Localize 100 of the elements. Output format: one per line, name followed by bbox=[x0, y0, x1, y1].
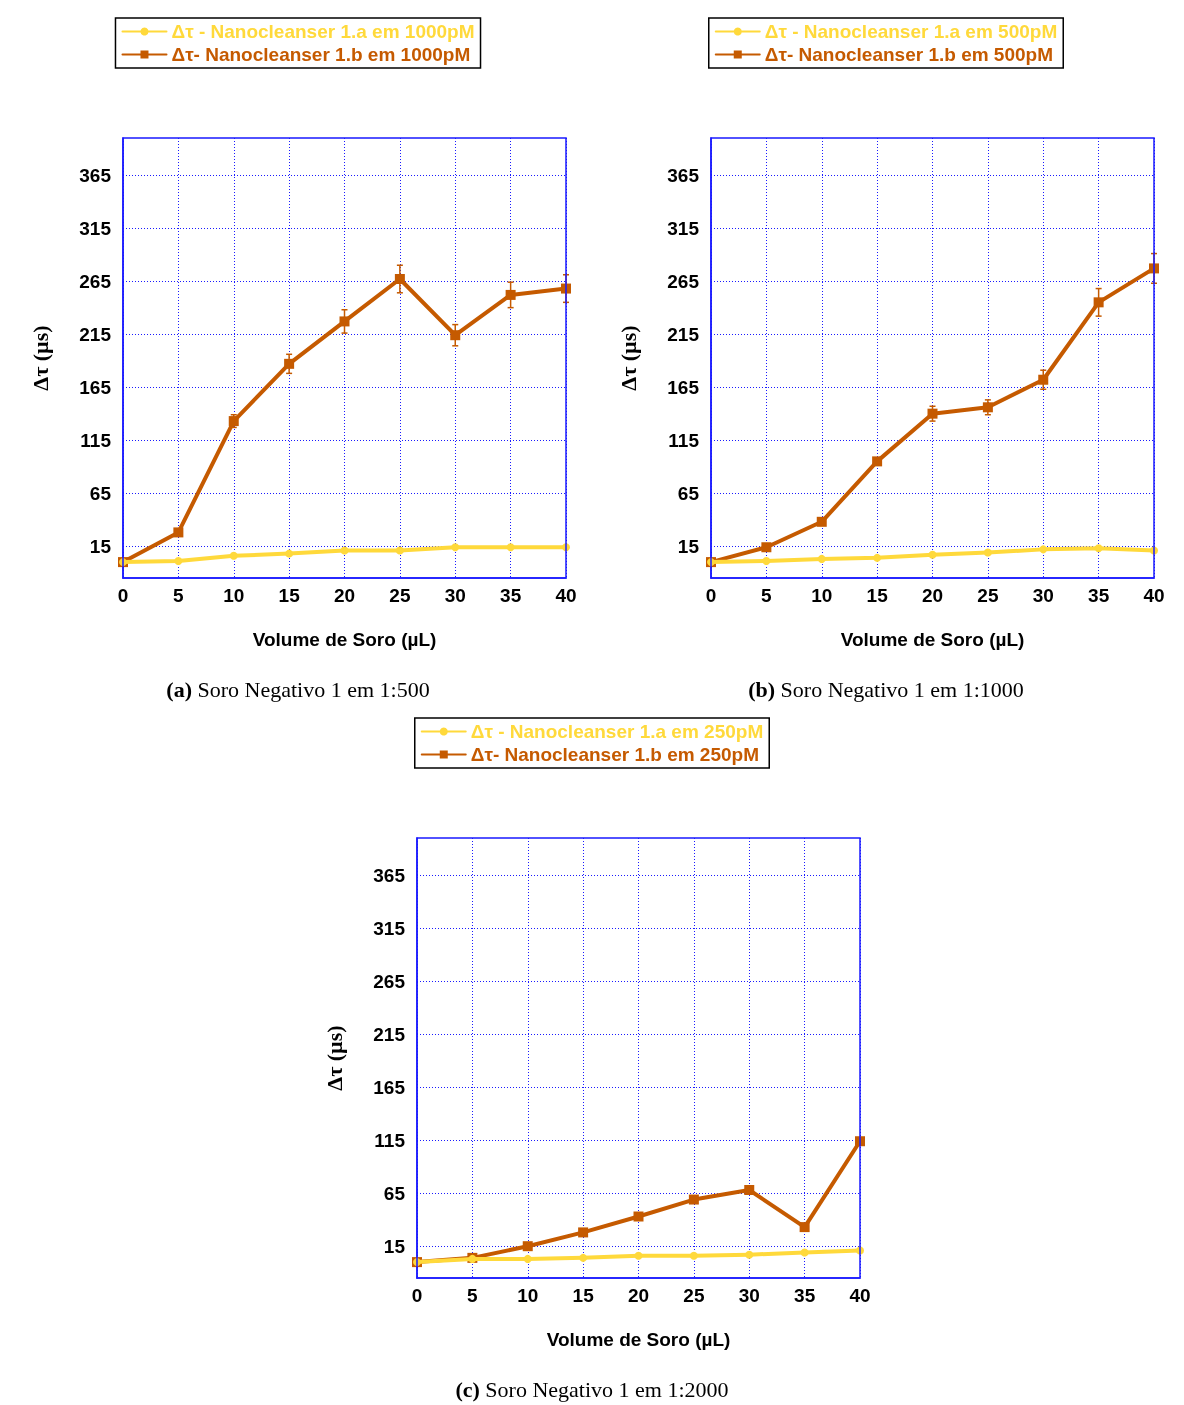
point bbox=[799, 1222, 810, 1233]
y-tick-label: 165 bbox=[79, 376, 112, 398]
y-tick-label: 115 bbox=[80, 429, 112, 451]
x-tick-label: 0 bbox=[117, 585, 129, 606]
legend-label: Δτ- Nanocleanser 1.b em 250pM bbox=[470, 744, 760, 765]
point bbox=[1038, 374, 1049, 385]
x-axis-title: Volume de Soro (µL) bbox=[546, 1329, 731, 1350]
y-tick-label: 165 bbox=[373, 1076, 406, 1098]
point bbox=[873, 553, 882, 562]
text: (c) Soro Negativo 1 em 1:2000 bbox=[455, 1376, 729, 1402]
point bbox=[505, 289, 516, 300]
x-tick-label: 20 bbox=[333, 585, 356, 606]
x-tick-label: 10 bbox=[223, 585, 245, 606]
point bbox=[340, 546, 349, 555]
x-tick-label: 25 bbox=[389, 585, 411, 606]
point bbox=[800, 1248, 809, 1257]
x-tick-label: 5 bbox=[761, 585, 773, 606]
point bbox=[523, 1254, 532, 1263]
text: (b) Soro Negativo 1 em 1:1000 bbox=[748, 676, 1024, 702]
point bbox=[451, 543, 460, 552]
y-tick-label: 165 bbox=[667, 376, 700, 398]
y-tick-label: 315 bbox=[79, 217, 112, 239]
y-tick-label: 365 bbox=[373, 864, 406, 886]
y-tick-label: 365 bbox=[79, 164, 112, 186]
x-axis-title: Volume de Soro (µL) bbox=[252, 629, 437, 650]
point bbox=[744, 1185, 755, 1195]
point bbox=[634, 1251, 643, 1260]
point bbox=[633, 1211, 644, 1222]
point bbox=[173, 527, 184, 538]
x-tick-label: 15 bbox=[278, 585, 301, 606]
point bbox=[983, 548, 992, 557]
point bbox=[229, 551, 238, 560]
point bbox=[1039, 545, 1048, 554]
x-tick-label: 25 bbox=[977, 585, 999, 606]
y-tick-label: 115 bbox=[668, 429, 700, 451]
point bbox=[745, 1250, 754, 1259]
y-tick-label: 365 bbox=[667, 164, 700, 186]
x-tick-label: 30 bbox=[444, 585, 466, 606]
x-tick-label: 40 bbox=[849, 1285, 871, 1306]
y-tick-label: 115 bbox=[374, 1129, 406, 1151]
point bbox=[928, 550, 937, 559]
y-tick-label: 265 bbox=[667, 270, 700, 292]
x-tick-label: 10 bbox=[517, 1285, 539, 1306]
legend-label: Δτ - Nanocleanser 1.a em 250pM bbox=[470, 721, 764, 742]
point bbox=[395, 546, 404, 555]
y-tick-label: 65 bbox=[677, 482, 700, 504]
point bbox=[578, 1227, 589, 1238]
point bbox=[1094, 544, 1103, 553]
y-tick-label: 215 bbox=[667, 323, 700, 345]
x-tick-label: 20 bbox=[627, 1285, 650, 1306]
x-tick-label: 30 bbox=[738, 1285, 760, 1306]
point bbox=[522, 1241, 533, 1252]
x-tick-label: 15 bbox=[572, 1285, 595, 1306]
y-axis-title: Δτ (µs) bbox=[27, 325, 53, 391]
x-tick-label: 30 bbox=[1032, 585, 1054, 606]
x-tick-label: 0 bbox=[411, 1285, 423, 1306]
x-tick-label: 35 bbox=[1088, 585, 1110, 606]
legend-label: Δτ- Nanocleanser 1.b em 500pM bbox=[764, 44, 1054, 65]
x-tick-label: 10 bbox=[811, 585, 833, 606]
point bbox=[1093, 297, 1104, 308]
x-tick-label: 5 bbox=[467, 1285, 479, 1306]
text: (a) Soro Negativo 1 em 1:500 bbox=[166, 676, 430, 702]
y-tick-label: 15 bbox=[677, 535, 700, 557]
x-axis-title: Volume de Soro (µL) bbox=[840, 629, 1025, 650]
y-tick-label: 215 bbox=[79, 323, 112, 345]
point bbox=[816, 516, 827, 527]
x-tick-label: 35 bbox=[794, 1285, 816, 1306]
x-tick-label: 15 bbox=[866, 585, 889, 606]
y-axis-title: Δτ (µs) bbox=[615, 325, 641, 391]
point bbox=[872, 456, 883, 467]
point bbox=[339, 316, 350, 327]
y-tick-label: 215 bbox=[373, 1023, 406, 1045]
y-tick-label: 315 bbox=[373, 917, 406, 939]
point bbox=[688, 1194, 699, 1205]
legend-label: Δτ - Nanocleanser 1.a em 1000pM bbox=[171, 21, 475, 42]
legend-label: Δτ- Nanocleanser 1.b em 1000pM bbox=[171, 44, 471, 65]
x-tick-label: 25 bbox=[683, 1285, 705, 1306]
y-tick-label: 65 bbox=[89, 482, 112, 504]
y-tick-label: 315 bbox=[667, 217, 700, 239]
x-tick-label: 0 bbox=[705, 585, 717, 606]
y-tick-label: 265 bbox=[79, 270, 112, 292]
point bbox=[450, 330, 461, 341]
point bbox=[285, 549, 294, 558]
y-tick-label: 65 bbox=[383, 1182, 406, 1204]
y-tick-label: 15 bbox=[383, 1235, 406, 1257]
y-axis-title: Δτ (µs) bbox=[321, 1025, 347, 1091]
y-tick-label: 15 bbox=[89, 535, 112, 557]
x-tick-label: 40 bbox=[1143, 585, 1165, 606]
point bbox=[762, 557, 771, 566]
point bbox=[689, 1251, 698, 1260]
legend-label: Δτ - Nanocleanser 1.a em 500pM bbox=[764, 21, 1058, 42]
y-tick-label: 265 bbox=[373, 970, 406, 992]
x-tick-label: 40 bbox=[555, 585, 577, 606]
x-tick-label: 20 bbox=[921, 585, 944, 606]
x-tick-label: 5 bbox=[173, 585, 185, 606]
x-tick-label: 35 bbox=[500, 585, 522, 606]
point bbox=[761, 542, 772, 553]
point bbox=[174, 557, 183, 566]
point bbox=[579, 1253, 588, 1262]
point bbox=[506, 543, 515, 552]
